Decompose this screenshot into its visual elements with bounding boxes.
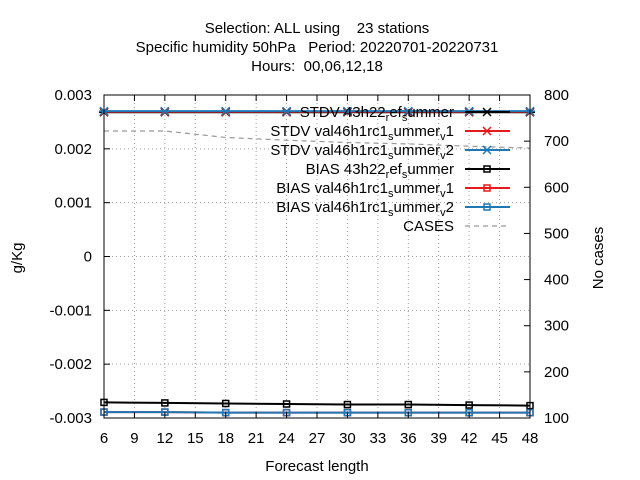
y-tick-label: -0.002 [49,356,92,373]
legend-marker [483,203,491,211]
y2-tick-label: 200 [544,364,569,381]
x-tick-label: 15 [187,430,204,447]
data-point [282,400,291,408]
x-tick-label: 48 [522,430,539,447]
legend-label: BIAS val46h1rc1summerv1 [276,180,454,200]
y-axis-label: g/Kg [9,243,26,274]
x-tick-label: 9 [130,430,138,447]
y2-tick-label: 800 [544,87,569,104]
y2-tick-label: 100 [544,410,569,427]
x-tick-label: 33 [370,430,387,447]
chart-title: Selection: ALL using 23 stations Specific… [136,20,499,75]
legend-marker [482,107,492,117]
chart-title-line: Specific humidity 50hPa Period: 20220701… [136,39,499,56]
data-point [220,106,231,116]
x-tick-label: 12 [157,430,174,447]
axis-ticks: 6 9 12 15 18 21 24 27 30 33 36 39 42 45 48 0.003 0.002 0.… [49,87,569,447]
series-line [103,401,531,407]
legend-marker [482,126,492,136]
data-point [403,106,414,116]
legend-label: CASES [403,218,454,235]
legend-label: STDV val46h1rc1summerv2 [270,142,454,162]
y2-tick-label: 700 [544,133,569,150]
x-tick-label: 18 [217,430,234,447]
y-tick-label: -0.003 [49,410,92,427]
chart-title-line: Selection: ALL using 23 stations [205,20,430,37]
x-tick-label: 39 [430,430,447,447]
x-tick-label: 45 [491,430,508,447]
x-tick-label: 36 [400,430,417,447]
chart-title-line: Hours: 00,06,12,18 [251,58,383,75]
x-tick-label: 6 [100,430,108,447]
x-tick-label: 27 [309,430,326,447]
data-point [161,399,169,407]
legend-marker [483,165,491,173]
grid [104,95,530,418]
legend-label: STDV 43h22refsummer [300,104,454,124]
y-tick-label: 0 [84,249,92,266]
data-point [159,106,170,116]
y-tick-label: 0.002 [54,141,92,158]
data-point [221,399,230,408]
x-tick-label: 42 [461,430,478,447]
data-point [404,400,413,409]
legend-label: BIAS val46h1rc1summerv2 [276,199,454,219]
y2-axis-label: No cases [590,227,607,290]
y2-tick-label: 600 [544,179,569,196]
x-tick-label: 30 [339,430,356,447]
series-line [104,130,531,149]
x-tick-label: 24 [278,430,295,447]
data-point [281,106,292,116]
y2-tick-label: 300 [544,318,569,335]
y2-tick-label: 400 [544,272,569,289]
x-tick-label: 21 [248,430,265,447]
y-tick-label: 0.001 [54,195,92,212]
legend-label: STDV val46h1rc1summerv1 [270,123,454,143]
data-point [465,401,473,409]
y2-tick-label: 500 [544,225,569,242]
x-axis-label: Forecast length [265,458,368,475]
legend-marker [483,184,491,192]
legend-marker [482,145,492,155]
data-point [342,106,353,116]
y-tick-label: -0.001 [49,302,92,319]
data-point [343,400,352,409]
legend-label: BIAS 43h22refsummer [306,161,454,181]
y-tick-label: 0.003 [54,87,92,104]
